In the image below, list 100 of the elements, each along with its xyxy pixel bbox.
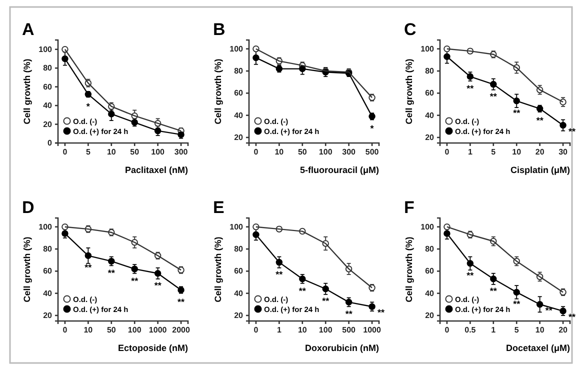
annotation: ** bbox=[378, 308, 386, 318]
y-axis-title: Cell growth (%) bbox=[404, 58, 414, 124]
y-tick-label: 20 bbox=[43, 311, 53, 320]
y-tick-label: 60 bbox=[43, 266, 53, 276]
x-tick-label: 100 bbox=[318, 148, 333, 157]
x-tick-label: 20 bbox=[535, 148, 545, 157]
y-tick-label: 40 bbox=[43, 101, 53, 110]
y-tick-label: 100 bbox=[420, 44, 435, 54]
x-tick-label: 50 bbox=[106, 326, 116, 335]
chart-title: B bbox=[213, 20, 226, 39]
chart-title: C bbox=[404, 20, 416, 39]
x-tick-label: 0 bbox=[254, 148, 259, 157]
y-tick-label: 20 bbox=[234, 311, 244, 320]
chart-title: A bbox=[22, 20, 34, 39]
y-axis-title: Cell growth (%) bbox=[22, 58, 32, 124]
y-tick-label: 60 bbox=[43, 82, 53, 92]
y-tick-label: 80 bbox=[425, 66, 435, 76]
annotation: ** bbox=[513, 108, 521, 118]
y-tick-label: 20 bbox=[43, 120, 53, 129]
y-tick-label: 100 bbox=[38, 222, 53, 232]
annotation: ** bbox=[513, 299, 521, 310]
x-tick-label: 1 bbox=[468, 148, 473, 157]
y-tick-label: 20 bbox=[425, 133, 435, 142]
chart-title: E bbox=[213, 198, 224, 217]
chart-title: D bbox=[22, 198, 34, 217]
x-axis-title: Docetaxel (μM) bbox=[506, 343, 570, 353]
point bbox=[444, 230, 450, 237]
x-axis-title: Cisplatin (μM) bbox=[510, 165, 570, 175]
y-tick-label: 40 bbox=[425, 110, 435, 120]
chart-title: F bbox=[404, 198, 414, 217]
annotation: ** bbox=[178, 296, 186, 307]
annotation: ** bbox=[298, 286, 306, 296]
annotation: ** bbox=[490, 286, 498, 296]
x-tick-label: 5 bbox=[514, 326, 520, 335]
y-tick-label: 100 bbox=[230, 44, 244, 54]
annotation: * bbox=[370, 123, 374, 134]
y-tick-label: 60 bbox=[234, 266, 244, 276]
annotation: ** bbox=[545, 305, 553, 316]
x-tick-label: 0 bbox=[254, 326, 259, 335]
annotation: ** bbox=[568, 312, 576, 322]
x-tick-label: 0.5 bbox=[464, 326, 476, 335]
x-tick-label: 1 bbox=[276, 326, 282, 335]
x-tick-label: 50 bbox=[298, 148, 308, 157]
x-axis-title: Ectoposide (nM) bbox=[118, 343, 188, 353]
y-tick-label: 80 bbox=[43, 64, 53, 73]
y-tick-label: 40 bbox=[43, 288, 53, 298]
y-tick-label: 100 bbox=[38, 44, 53, 54]
y-tick-label: 0 bbox=[48, 138, 53, 148]
annotation: ** bbox=[345, 309, 353, 320]
annotation: * bbox=[86, 101, 90, 112]
annotation: ** bbox=[536, 116, 544, 126]
x-tick-label: 1000 bbox=[148, 326, 168, 335]
x-tick-label: 10 bbox=[84, 326, 94, 335]
y-tick-label: 60 bbox=[425, 88, 435, 98]
x-tick-label: 50 bbox=[130, 148, 140, 157]
x-tick-label: 10 bbox=[512, 148, 522, 157]
y-tick-label: 80 bbox=[425, 244, 435, 254]
annotation: ** bbox=[568, 126, 576, 136]
x-tick-label: 0 bbox=[444, 148, 450, 157]
annotation: ** bbox=[108, 268, 116, 278]
y-axis-title: Cell growth (%) bbox=[213, 58, 223, 124]
annotation: ** bbox=[466, 270, 474, 280]
y-tick-label: 20 bbox=[234, 133, 244, 142]
annotation: ** bbox=[490, 91, 498, 102]
y-tick-label: 60 bbox=[425, 266, 435, 276]
x-tick-label: 10 bbox=[106, 148, 116, 157]
y-axis-title: Cell growth (%) bbox=[213, 236, 223, 302]
annotation: ** bbox=[322, 296, 330, 306]
x-tick-label: 10 bbox=[274, 148, 284, 157]
y-tick-label: 40 bbox=[234, 288, 244, 298]
annotation: ** bbox=[466, 84, 474, 94]
y-axis-title: Cell growth (%) bbox=[22, 236, 32, 302]
x-tick-label: 300 bbox=[174, 148, 188, 157]
y-tick-label: 80 bbox=[234, 66, 244, 76]
y-tick-label: 100 bbox=[230, 222, 244, 232]
y-axis-title: Cell growth (%) bbox=[404, 236, 414, 302]
x-tick-label: 5 bbox=[491, 148, 496, 157]
x-tick-label: 10 bbox=[298, 326, 308, 335]
y-tick-label: 100 bbox=[420, 222, 435, 232]
point bbox=[444, 53, 450, 60]
x-tick-label: 500 bbox=[342, 326, 356, 335]
x-tick-label: 100 bbox=[128, 326, 142, 335]
x-tick-label: 0 bbox=[444, 326, 450, 335]
y-tick-label: 80 bbox=[234, 244, 244, 254]
x-tick-label: 20 bbox=[558, 326, 568, 335]
annotation: ** bbox=[84, 262, 92, 273]
x-axis-title: 5-fluorouracil (μM) bbox=[300, 165, 379, 175]
x-tick-label: 0 bbox=[62, 148, 68, 157]
annotation: ** bbox=[154, 280, 162, 290]
x-tick-label: 100 bbox=[151, 148, 166, 157]
y-tick-label: 40 bbox=[234, 110, 244, 120]
y-tick-label: 20 bbox=[425, 311, 435, 320]
annotation: ** bbox=[276, 269, 284, 280]
x-axis-title: Doxorubicin (nM) bbox=[305, 343, 379, 353]
y-tick-label: 80 bbox=[43, 244, 53, 254]
x-tick-label: 10 bbox=[535, 326, 545, 335]
x-tick-label: 100 bbox=[318, 326, 333, 335]
y-tick-label: 40 bbox=[425, 288, 435, 298]
x-tick-label: 1 bbox=[491, 326, 496, 335]
x-tick-label: 30 bbox=[558, 148, 568, 157]
